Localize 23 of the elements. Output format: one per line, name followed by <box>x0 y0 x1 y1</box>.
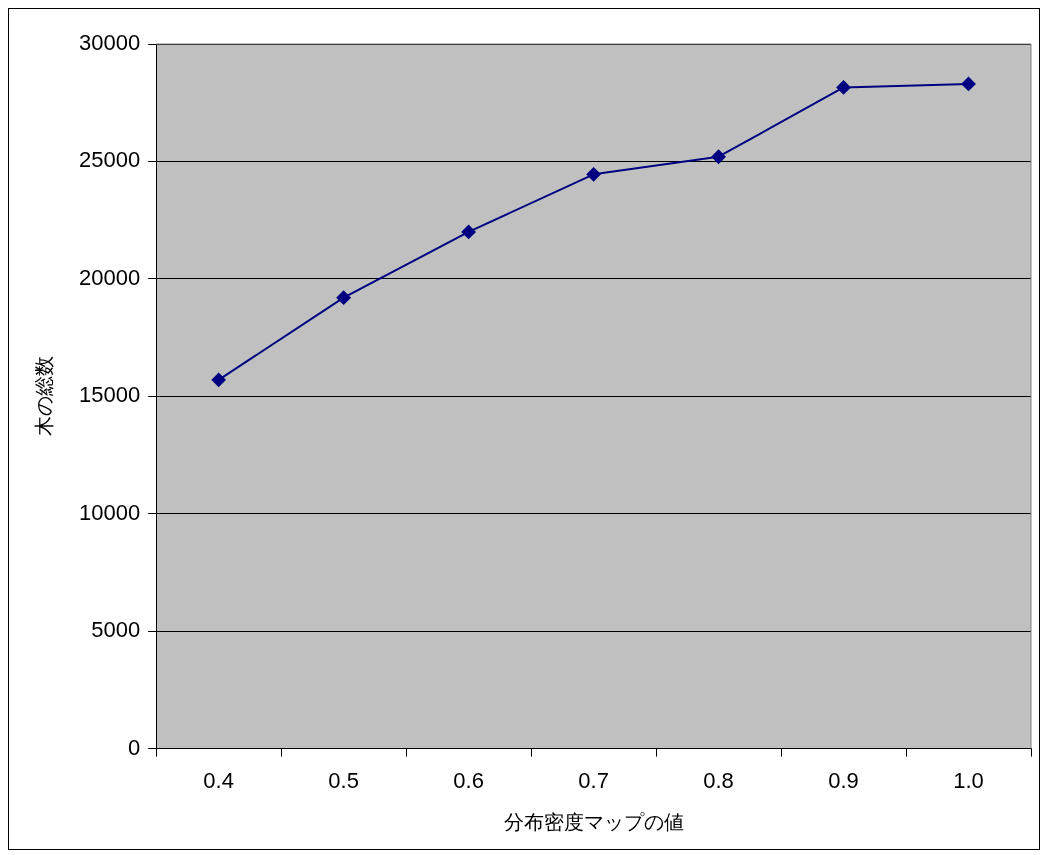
point <box>336 290 351 305</box>
point <box>711 149 726 164</box>
point <box>586 167 601 182</box>
y-axis-title: 木の総数 <box>32 356 55 437</box>
y-tick-label: 25000 <box>78 147 141 173</box>
x-tick-label: 0.5 <box>328 767 359 793</box>
point <box>961 76 976 91</box>
x-tick-label: 1.0 <box>953 767 984 793</box>
x-tick-label: 0.6 <box>453 767 484 793</box>
y-tick-label: 0 <box>127 734 141 760</box>
point <box>211 372 226 387</box>
y-tick-label: 30000 <box>78 30 141 56</box>
x-tick-label: 0.9 <box>828 767 859 793</box>
x-tick-label: 0.8 <box>703 767 734 793</box>
y-tick-label: 5000 <box>91 617 141 643</box>
y-tick-label: 10000 <box>78 499 141 525</box>
point <box>836 80 851 95</box>
x-tick-label: 0.7 <box>578 767 609 793</box>
x-tick-label: 0.4 <box>203 767 234 793</box>
x-axis-title: 分布密度マップの値 <box>503 810 684 833</box>
point <box>461 224 476 239</box>
y-tick-label: 15000 <box>78 382 141 408</box>
y-tick-label: 20000 <box>78 264 141 290</box>
